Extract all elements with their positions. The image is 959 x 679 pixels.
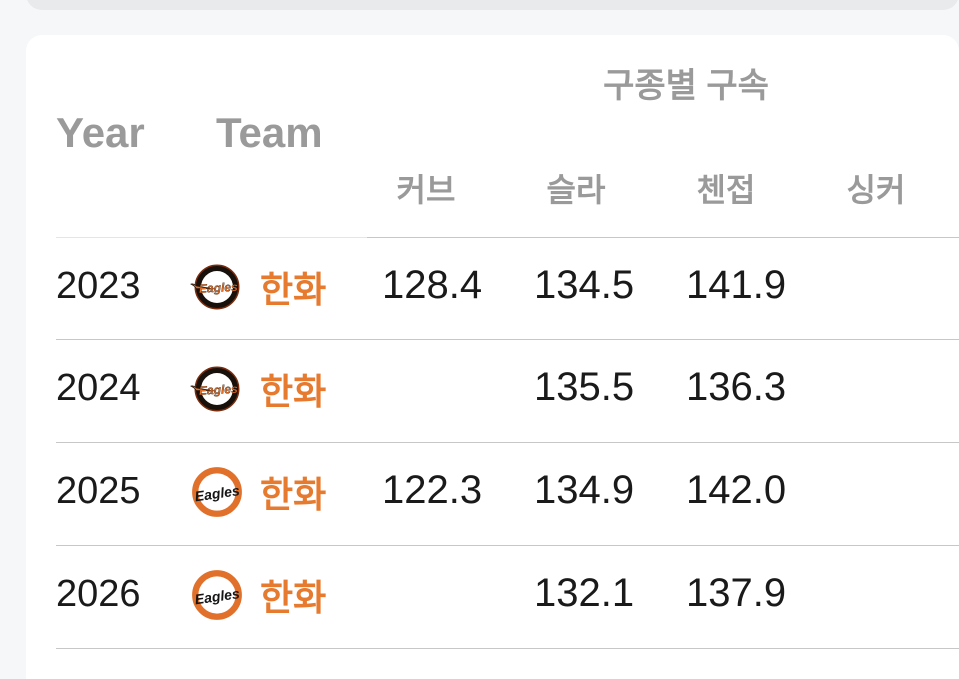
svg-text:Eagles: Eagles [199,280,239,296]
svg-text:Eagles: Eagles [199,382,239,398]
